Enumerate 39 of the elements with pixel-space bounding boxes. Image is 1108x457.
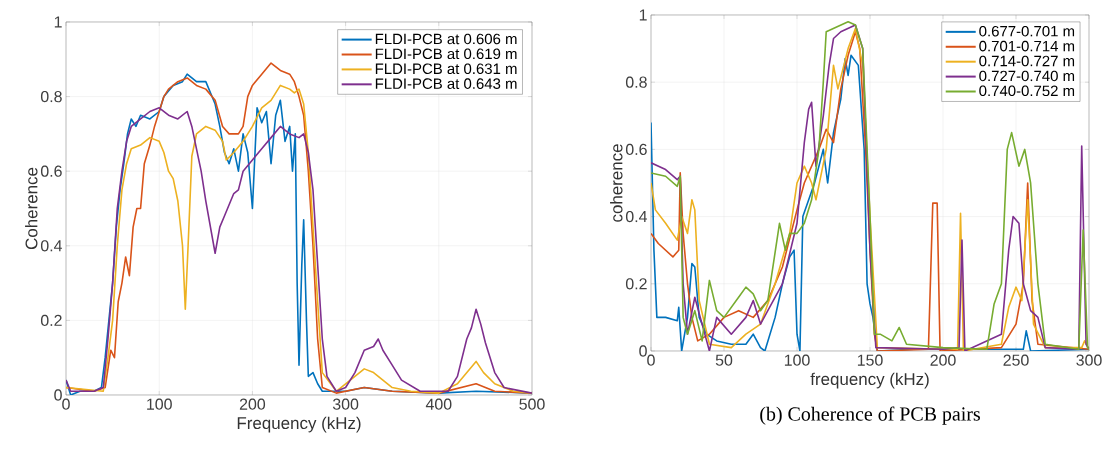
x-tick-label: 100 (784, 354, 810, 366)
x-tick-label: 50 (715, 354, 733, 366)
y-tick-label: 1 (639, 9, 647, 21)
legend-label: FLDI-PCB at 0.619 m (375, 48, 517, 60)
text: (b) Coherence of PCB pairs (760, 406, 980, 425)
legend-label: 0.701-0.714 m (979, 40, 1075, 52)
y-tick-label: 0.2 (40, 314, 62, 327)
legend-label: 0.677-0.701 m (979, 25, 1075, 37)
x-tick-label: 200 (239, 398, 266, 410)
y-tick-label: 0.2 (625, 278, 647, 290)
x-tick-label: 300 (332, 398, 359, 410)
y-tick-label: 0.4 (625, 210, 648, 223)
y-tick-label: 0.6 (625, 143, 647, 156)
x-tick-label: 0 (647, 354, 655, 366)
x-tick-label: 500 (519, 398, 545, 410)
x-tick-label: 0 (62, 398, 70, 410)
x-axis-title: Frequency (kHz) (237, 416, 361, 433)
y-tick-label: 0.6 (40, 165, 62, 177)
x-tick-label: 300 (1076, 354, 1102, 366)
y-tick-label: 0.4 (40, 240, 63, 252)
y-tick-label: 0 (639, 345, 647, 357)
x-axis-title: frequency (kHz) (810, 372, 929, 389)
x-tick-label: 200 (930, 354, 956, 366)
y-axis-title: Coherence (25, 167, 38, 250)
legend-label: 0.740-0.752 m (979, 85, 1075, 97)
legend-label: FLDI-PCB at 0.606 m (375, 33, 517, 45)
y-axis-title: coherence (610, 144, 623, 222)
legend-label: 0.714-0.727 m (979, 55, 1075, 67)
y-tick-label: 1 (54, 16, 62, 28)
legend-label: FLDI-PCB at 0.643 m (375, 78, 517, 89)
x-tick-label: 100 (147, 398, 172, 410)
x-tick-label: 150 (857, 354, 883, 366)
y-tick-label: 0.8 (40, 90, 62, 103)
y-tick-label: 0 (54, 389, 62, 401)
x-tick-label: 400 (425, 398, 452, 410)
legend-label: 0.727-0.740 m (979, 70, 1075, 82)
y-tick-label: 0.8 (625, 76, 647, 88)
legend-label: FLDI-PCB at 0.631 m (375, 63, 517, 75)
x-tick-label: 250 (1003, 354, 1029, 366)
